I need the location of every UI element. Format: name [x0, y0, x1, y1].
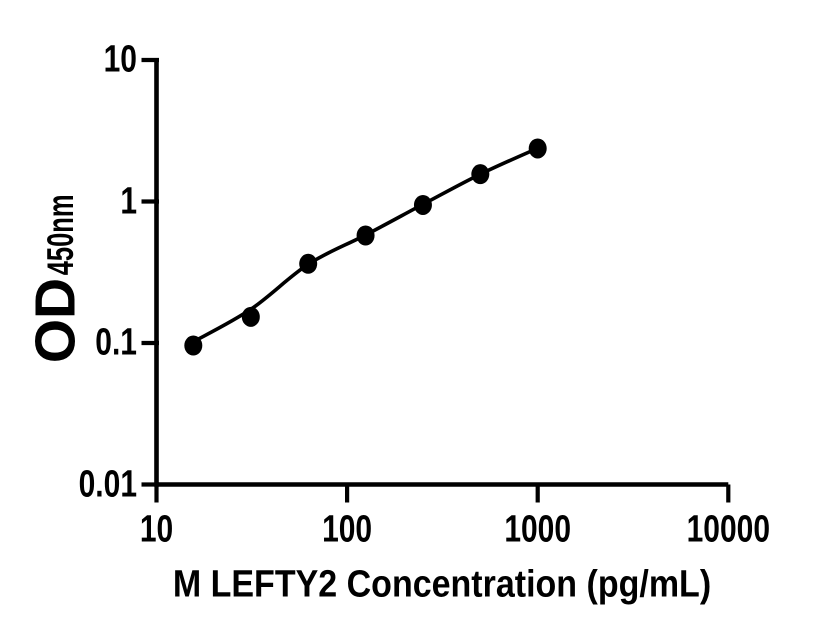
x-tick-label-1000: 1000 — [504, 507, 572, 550]
data-point-62.5 — [299, 253, 318, 274]
y-tick-label-10: 10 — [103, 38, 137, 81]
data-point-31.25 — [241, 306, 260, 327]
data-point-500 — [471, 164, 490, 185]
x-tick-label-10000: 10000 — [686, 507, 771, 550]
data-point-15.6 — [184, 335, 203, 356]
y-axis-title-subscript: 450nm — [40, 194, 82, 276]
data-point-1000 — [528, 138, 547, 159]
y-tick-label-1: 1 — [120, 179, 137, 222]
x-tick-label-100: 100 — [322, 507, 373, 550]
x-axis-title: M LEFTY2 Concentration (pg/mL) — [172, 562, 712, 606]
y-tick-label-0.1: 0.1 — [95, 321, 137, 364]
y-axis-title-main: OD — [23, 277, 88, 364]
axes-frame — [154, 60, 729, 487]
data-point-125 — [356, 225, 375, 246]
x-tick-label-10: 10 — [139, 507, 174, 550]
data-point-250 — [413, 194, 432, 215]
y-axis-title: OD 450nm — [23, 181, 88, 364]
y-tick-label-0.01: 0.01 — [78, 462, 137, 505]
